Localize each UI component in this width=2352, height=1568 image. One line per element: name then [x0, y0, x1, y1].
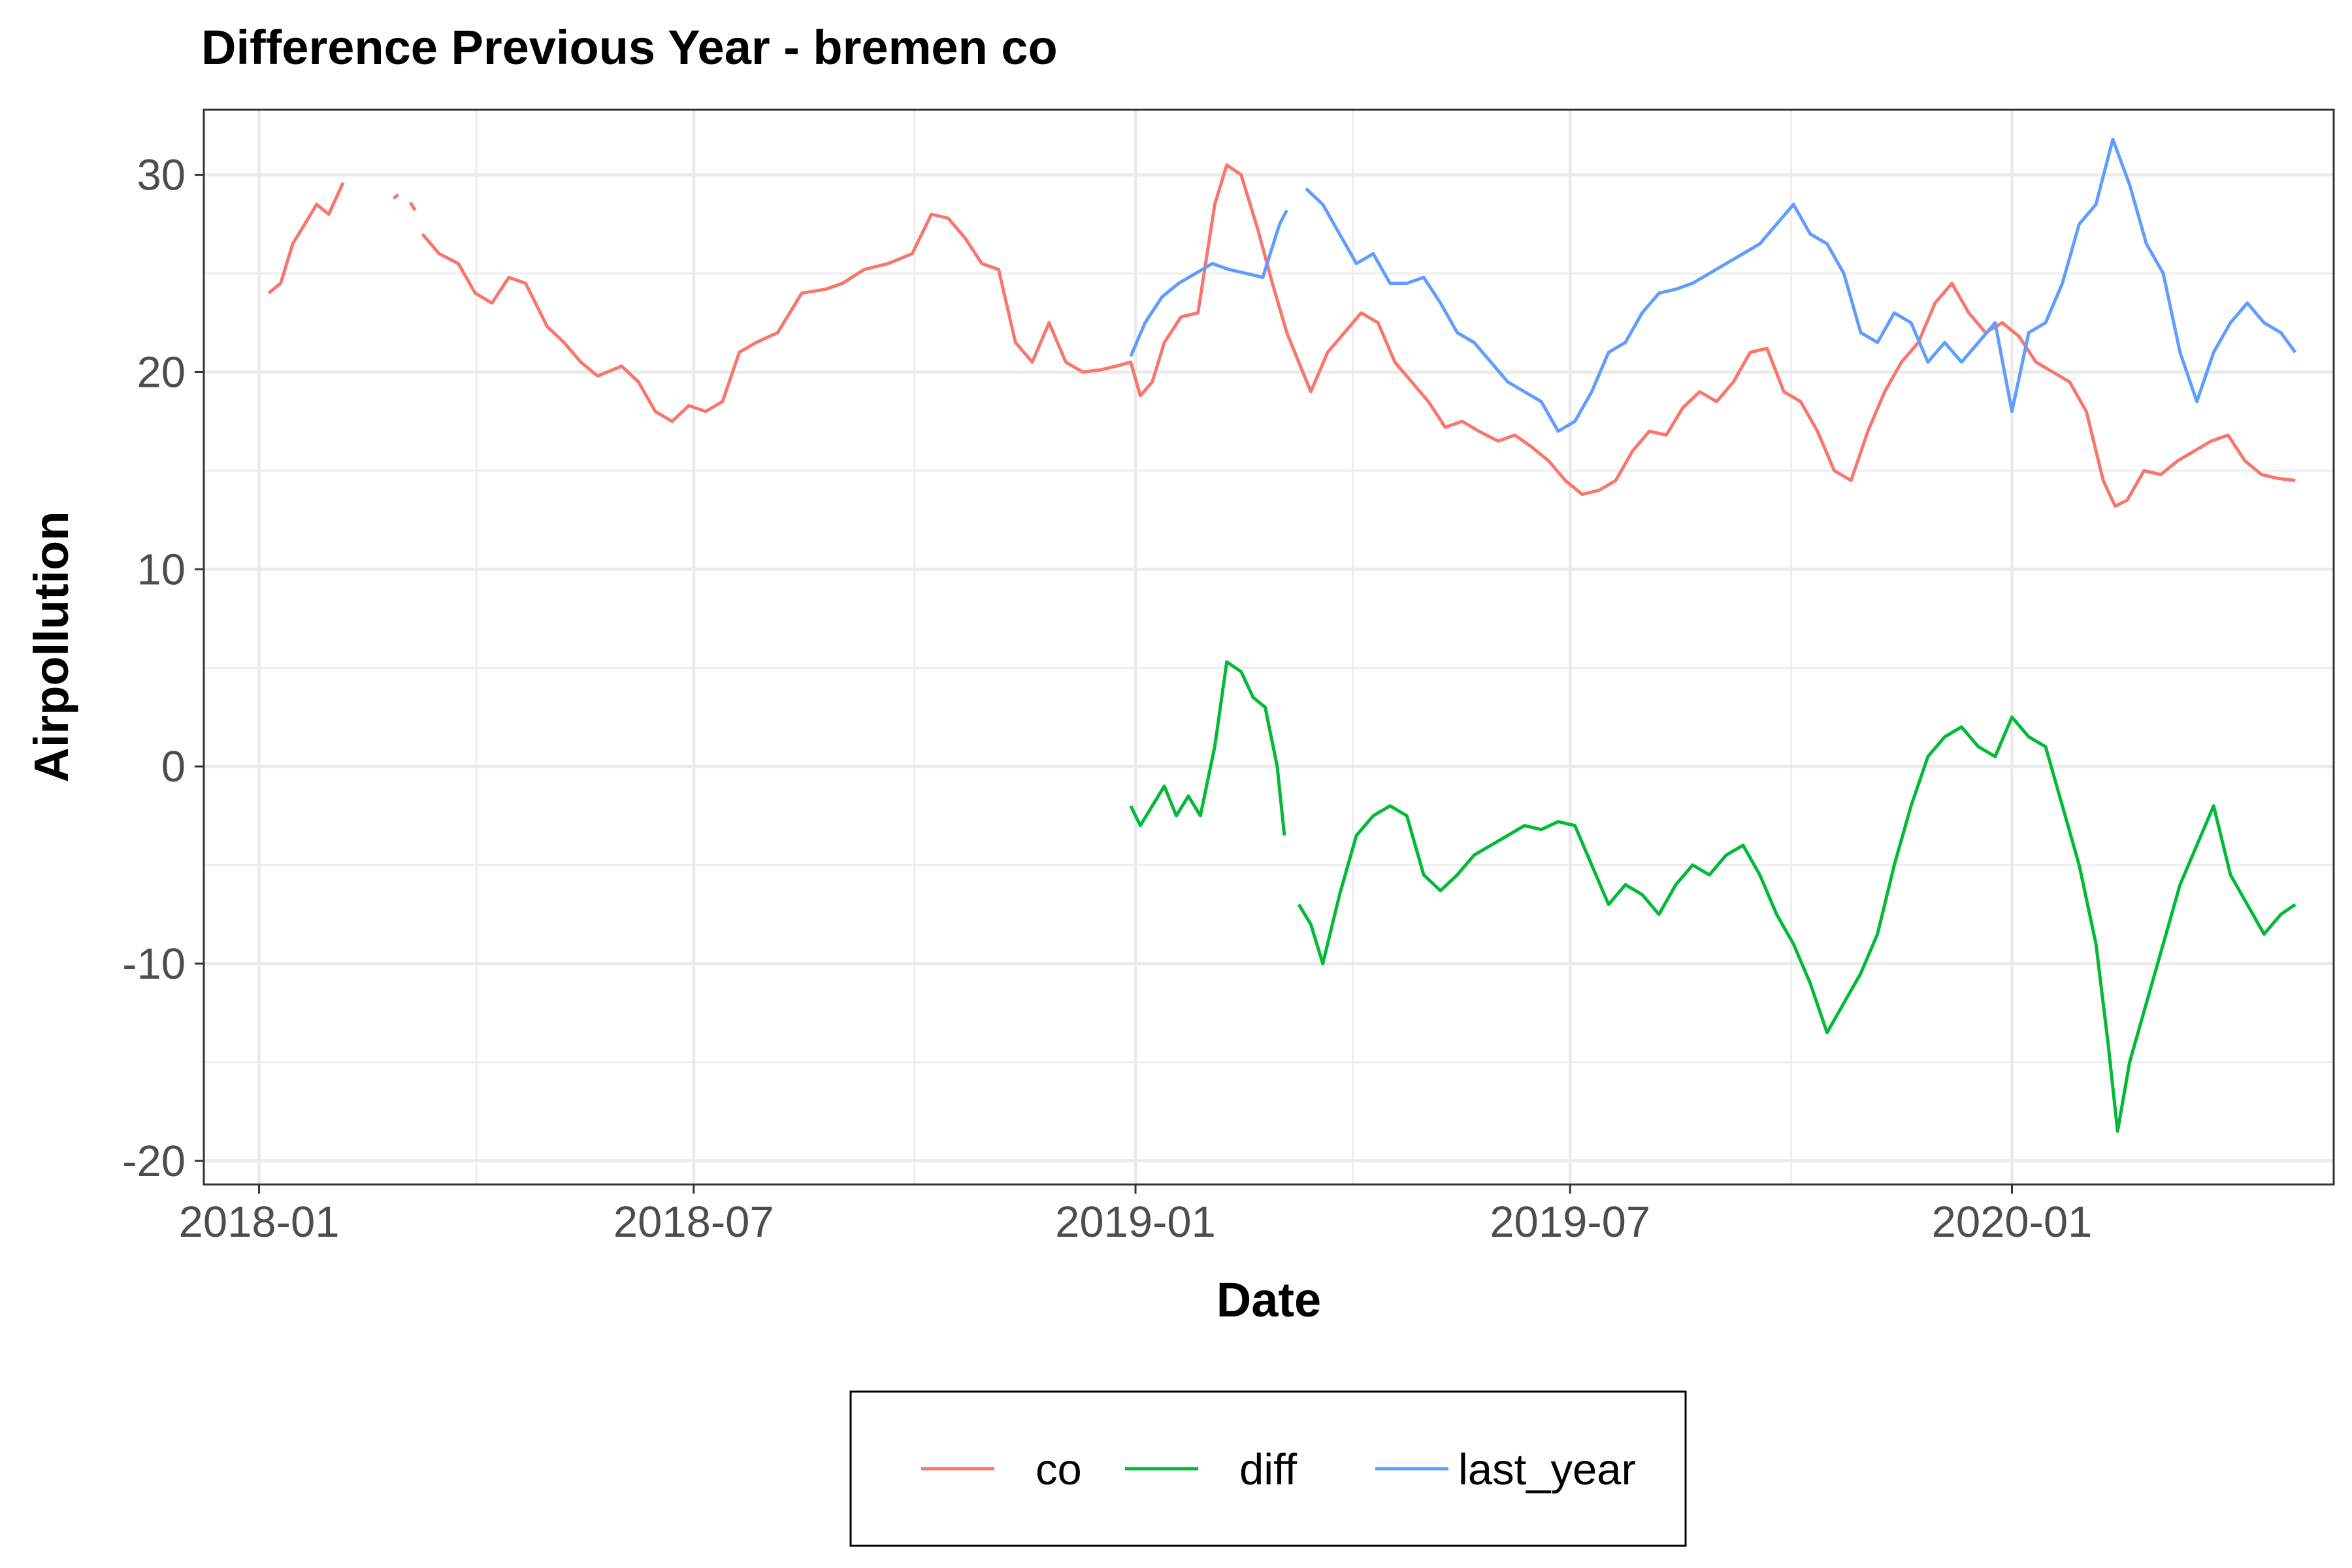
y-axis-title: Airpollution — [24, 511, 78, 782]
x-axis: 2018-01 2018-07 2019-01 2019-07 2020-01 — [179, 1184, 2093, 1247]
series-line-co — [392, 193, 400, 200]
y-tick-label: 0 — [161, 742, 186, 791]
y-axis: -20 -10 0 10 20 30 — [122, 151, 204, 1186]
y-tick-label: 30 — [137, 151, 186, 200]
y-tick-label: 10 — [137, 545, 186, 594]
legend-items: co diff last_year — [921, 1445, 1636, 1494]
x-tick-label: 2019-01 — [1055, 1198, 1216, 1247]
series-line-diff — [1297, 715, 2296, 1133]
series-diff — [1129, 660, 2296, 1133]
series-line-co — [408, 201, 417, 212]
series-line-last_year — [1305, 137, 2297, 433]
legend: co diff last_year — [849, 1390, 1687, 1547]
x-tick-label: 2018-07 — [613, 1198, 774, 1247]
legend-item-last_year: last_year — [1375, 1445, 1636, 1494]
series-last_year — [1129, 137, 2297, 433]
series-line-co — [267, 182, 345, 295]
series-co — [267, 163, 2296, 508]
y-tick-label: 20 — [137, 348, 186, 397]
legend-item-co: co — [921, 1445, 1082, 1494]
minor-gridlines — [204, 110, 2334, 1184]
major-gridlines — [204, 110, 2334, 1184]
y-tick-label: -20 — [122, 1137, 186, 1186]
plot-border — [203, 108, 2335, 1186]
x-tick-label: 2018-01 — [179, 1198, 340, 1247]
legend-label-diff: diff — [1239, 1445, 1298, 1494]
series-line-last_year — [1129, 209, 1288, 357]
x-tick-label: 2020-01 — [1932, 1198, 2093, 1247]
legend-item-diff: diff — [1125, 1445, 1298, 1494]
series-line-co — [421, 163, 2296, 508]
y-tick-label: -10 — [122, 939, 186, 988]
x-tick-label: 2019-07 — [1490, 1198, 1650, 1247]
x-axis-title: Date — [1217, 1273, 1321, 1327]
plot-area — [203, 108, 2335, 1186]
legend-label-co: co — [1036, 1445, 1082, 1494]
series-layer — [267, 137, 2297, 1133]
plot-panel — [204, 110, 2334, 1184]
chart-title: Difference Previous Year - bremen co — [201, 20, 1058, 74]
series-line-diff — [1129, 660, 1286, 836]
legend-label-last_year: last_year — [1458, 1445, 1636, 1494]
